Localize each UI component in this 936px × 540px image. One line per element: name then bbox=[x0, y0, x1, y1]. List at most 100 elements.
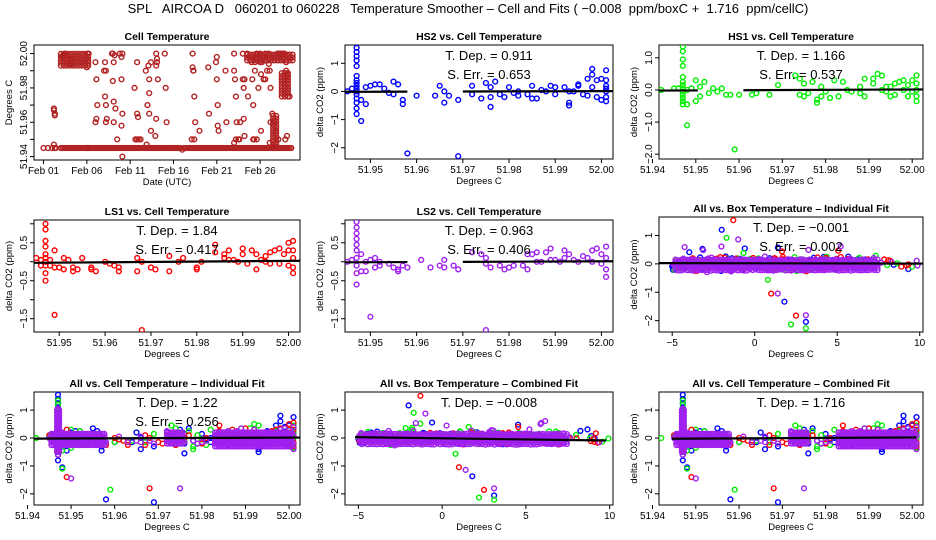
fit-lines bbox=[355, 436, 607, 442]
data-point bbox=[284, 90, 292, 97]
y-axis-label: delta CO2 (ppm) bbox=[315, 67, 326, 137]
data-point bbox=[683, 122, 691, 129]
data-point bbox=[288, 443, 295, 450]
data-point bbox=[700, 247, 707, 254]
x-tick-label: 51.96 bbox=[404, 338, 429, 349]
data-point bbox=[115, 268, 122, 275]
data-point bbox=[774, 290, 781, 297]
figure-title: SPL AIRCOA D 060201 to 060228 Temperatur… bbox=[127, 1, 809, 16]
data-point bbox=[137, 446, 144, 453]
x-axis: 51.95 51.96 51.97 51.98 51.99 52.00 bbox=[358, 332, 614, 349]
data-point bbox=[112, 105, 119, 112]
data-point bbox=[861, 93, 868, 100]
y-tick-label: −1.5 bbox=[330, 308, 341, 328]
data-point bbox=[774, 443, 782, 450]
plot-frame bbox=[33, 219, 301, 333]
panel-title: HS2 vs. Cell Temperature bbox=[416, 31, 542, 43]
data-point bbox=[478, 95, 485, 102]
data-point bbox=[353, 110, 360, 118]
data-point bbox=[913, 72, 920, 79]
x-tick-label: 5 bbox=[834, 338, 840, 349]
data-point bbox=[79, 254, 86, 262]
data-point bbox=[101, 59, 109, 66]
data-point bbox=[212, 241, 219, 248]
data-point bbox=[432, 92, 439, 99]
data-point bbox=[177, 485, 184, 492]
data-point bbox=[54, 457, 62, 464]
data-point bbox=[290, 414, 297, 421]
y-tick-label: −1 bbox=[644, 286, 655, 298]
data-point bbox=[692, 475, 699, 482]
y-tick-label: 1.0 bbox=[644, 50, 655, 64]
data-point bbox=[870, 75, 877, 82]
data-point bbox=[422, 410, 429, 417]
data-point bbox=[284, 93, 292, 100]
data-point bbox=[913, 80, 920, 87]
data-point bbox=[110, 59, 117, 66]
panel-title: LS2 vs. Cell Temperature bbox=[417, 206, 542, 218]
panel-title: LS1 vs. Cell Temperature bbox=[105, 206, 230, 218]
data-point bbox=[142, 441, 149, 449]
data-point bbox=[146, 76, 153, 83]
data-point bbox=[353, 220, 360, 225]
data-point bbox=[153, 62, 160, 69]
data-point bbox=[94, 101, 101, 109]
data-point bbox=[273, 115, 280, 122]
data-point bbox=[878, 422, 886, 429]
x-tick-label: 51.96 bbox=[404, 165, 429, 176]
data-point bbox=[679, 62, 686, 70]
data-point bbox=[239, 245, 246, 252]
data-point bbox=[362, 100, 369, 108]
data-point bbox=[802, 325, 810, 332]
fit-lines bbox=[345, 89, 613, 93]
plot-frame bbox=[344, 219, 614, 333]
x-tick-label: 51.97 bbox=[770, 511, 795, 522]
data-point bbox=[781, 298, 788, 305]
data-point bbox=[240, 84, 247, 92]
x-tick-label: 51.99 bbox=[230, 338, 255, 349]
x-axis: 51.94 51.95 51.96 51.97 51.98 51.99 52.00 bbox=[15, 505, 302, 522]
data-point bbox=[898, 263, 905, 270]
y-tick-label: 1 bbox=[644, 232, 655, 238]
y-tick-label: 0 bbox=[330, 88, 341, 94]
data-point bbox=[93, 76, 100, 83]
data-point bbox=[180, 254, 187, 262]
data-point bbox=[705, 256, 712, 263]
data-point bbox=[55, 415, 63, 422]
data-point bbox=[878, 72, 886, 79]
data-point bbox=[146, 110, 153, 117]
data-point bbox=[487, 103, 494, 111]
data-point bbox=[696, 83, 704, 90]
data-point bbox=[103, 115, 110, 122]
y-tick-label: −2 bbox=[330, 488, 341, 500]
data-point bbox=[837, 243, 844, 250]
data-point bbox=[273, 139, 280, 146]
fit-lines bbox=[34, 436, 300, 440]
data-point bbox=[766, 441, 773, 449]
x-tick-label: 51.94 bbox=[640, 165, 665, 176]
fit-annotation: T. Dep. = 1.716 bbox=[757, 395, 846, 410]
data-point bbox=[725, 430, 733, 438]
y-axis-label: delta CO2 (ppm) bbox=[629, 67, 640, 137]
data-point bbox=[232, 136, 240, 143]
data-point bbox=[114, 136, 121, 143]
data-points bbox=[659, 392, 920, 505]
data-point bbox=[284, 69, 292, 77]
data-point bbox=[714, 88, 721, 95]
x-tick-label: Feb 21 bbox=[201, 166, 233, 177]
data-point bbox=[740, 250, 747, 257]
data-point bbox=[205, 110, 213, 117]
data-point bbox=[813, 96, 821, 103]
data-point bbox=[475, 494, 483, 501]
y-tick-label: −1.5 bbox=[19, 308, 30, 328]
data-point bbox=[190, 446, 197, 453]
data-point bbox=[212, 249, 219, 256]
data-point bbox=[42, 251, 49, 258]
x-tick-label: 52.00 bbox=[277, 511, 302, 522]
data-point bbox=[131, 84, 138, 92]
y-tick-label: 0 bbox=[644, 261, 655, 267]
data-point bbox=[680, 423, 688, 431]
data-point bbox=[92, 119, 99, 126]
data-point bbox=[181, 450, 188, 457]
data-point bbox=[253, 266, 260, 273]
